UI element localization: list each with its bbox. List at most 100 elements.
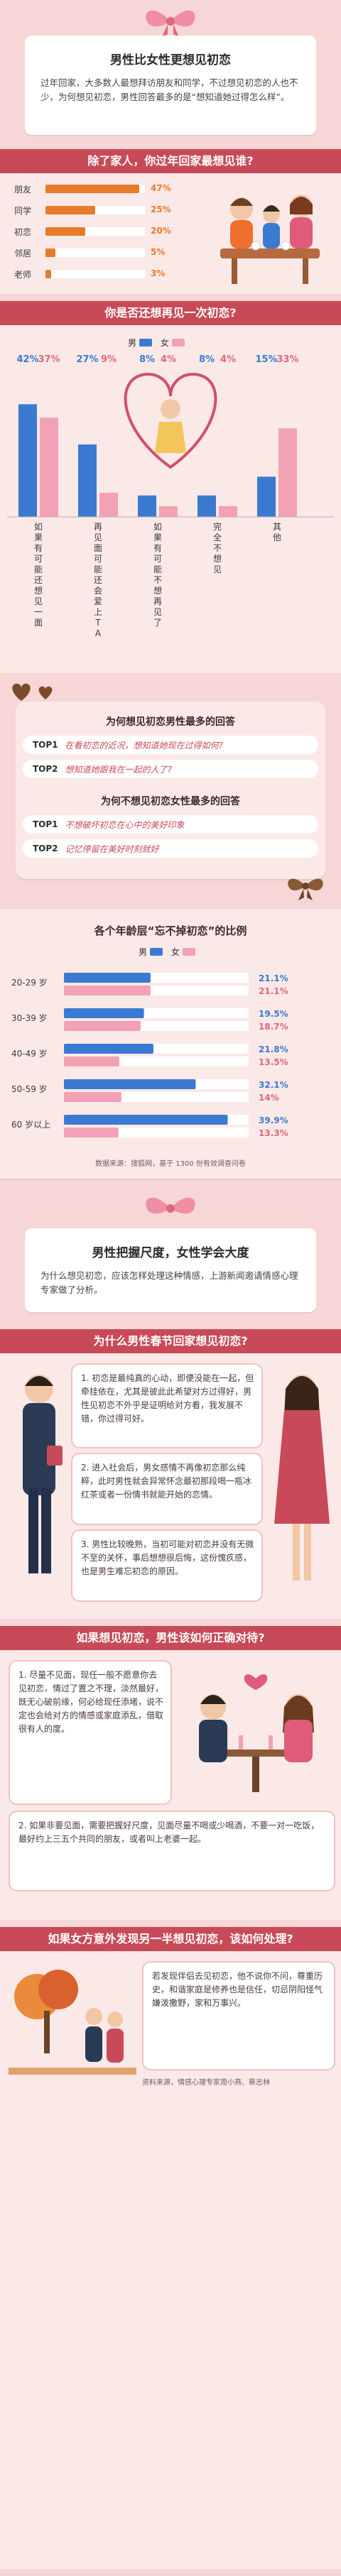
bow-icon [288,878,323,900]
age-value-male: 21.1% [259,973,288,983]
q1-row-label: 老师 [14,270,32,280]
reason-tag: TOP2 [33,764,58,774]
q2-category-label: 再 [153,596,162,606]
q2-category-label: 能 [94,564,102,574]
age-bar-male [64,973,151,983]
reason-nosee-top1: TOP1 不想破坏初恋在心中的美好印象 [23,815,318,834]
q1-row-bar [45,227,85,236]
q1-row-label: 邻居 [14,249,32,258]
bow-ribbon-icon [146,1197,195,1214]
reason-text: 想知道她跟我在一起的人了? [65,764,172,775]
wife-title: 如果女方意外发现另一半想见初恋，该如何处理? [0,1927,341,1951]
reasons-card: 为何想见初恋男性最多的回答 TOP1 在看初恋的近况，想知道她现在过得如何? T… [16,702,325,879]
reason-see-top2: TOP2 想知道她跟我在一起的人了? [23,760,318,778]
age-value-female: 14% [259,1093,279,1103]
legend-male-swatch [139,339,153,346]
q2-category-label: 见 [153,607,162,617]
q2-bar-female [159,506,178,517]
reason-see-top1: TOP1 在看初恋的近况，想知道她现在过得如何? [23,736,318,754]
q2-bar-male [138,495,156,517]
intro-card: 男性比女性更想见初恋 过年回家，大多数人最想拜访朋友和同学，不过想见初恋的人也不… [25,36,316,135]
q2-category-label: 如 [34,521,43,532]
q1-row-value: 47% [151,183,171,193]
q1-row-label: 初恋 [14,227,32,237]
age-chart-source: 数据来源：搜狐网，基于 1300 份有效调查问卷 [95,1160,246,1168]
age-value-female: 18.7% [259,1022,288,1032]
q2-legend: 男 女 [128,337,190,349]
q2-category-label: 有 [153,543,162,553]
q2-category-label: 有 [34,543,43,553]
age-chart: 20-29 岁 21.1% 21.1% 30-39 岁 19.5% 18.7% 40-49 … [11,973,288,1138]
age-value-female: 13.5% [259,1057,288,1067]
q2-category-label: 上 [94,607,102,617]
why-panel: 1. 初恋是最纯真的心动，即便没能在一起，但牵挂依在，尤其是彼此此希望对方过得好… [0,1353,341,1619]
age-category-label: 40-49 岁 [11,1048,48,1059]
legend-female-swatch [182,948,195,956]
q2-value-female: 33% [276,354,298,365]
q2-value-male: 27% [76,354,98,365]
why-point-2: 2. 进入社会后，男女感情不再像初恋那么纯粹，此时男性就会异常怀念最初那段喝一瓶… [71,1453,263,1525]
wife-source: 资料来源，情感心理专家周小燕、蔡志林 [142,2079,270,2087]
reasons-see-title: 为何想见初恋男性最多的回答 [106,716,235,728]
q2-value-female: 4% [220,354,236,365]
reason-tag: TOP1 [33,819,58,829]
age-chart-title: 各个年龄层“忘不掉初恋”的比例 [94,924,247,937]
how-point-1-text: 1. 尽量不见面，现任一般不愿意你去见初恋，情过了置之不理，淡然最好，既无心破前… [18,1670,164,1734]
age-category-label: 30-39 岁 [11,1013,48,1023]
age-category-label: 20-29 岁 [11,977,48,988]
q2-bar-male [18,404,37,517]
q2-bar-male [78,444,97,517]
reason-text: 在看初恋的近况，想知道她现在过得如何? [65,740,223,751]
q2-category-label: 一 [34,607,43,617]
q2-category-label: 见 [213,564,222,574]
q1-row-value: 20% [151,226,171,236]
man-illustration [23,1375,63,1573]
age-bar-female [64,1021,141,1031]
q2-value-male: 15% [255,354,277,365]
q2-category-label: T [94,618,101,628]
why-point-3-text: 3. 男性比较晚熟，当初可能对初恋并没有无微不至的关怀，事后想想很后悔，这份愧疚… [81,1539,254,1576]
why-point-3: 3. 男性比较晚熟，当初可能对初恋并没有无微不至的关怀，事后想想很后悔，这份愧疚… [71,1529,263,1602]
bow-ribbon-icon [146,10,195,37]
q2-value-female: 4% [161,354,176,365]
woman-illustration [274,1375,330,1581]
age-bar-female [64,986,151,995]
q2-category-label: A [95,628,102,638]
age-value-female: 13.3% [259,1128,288,1138]
why-point-2-text: 2. 进入社会后，男女感情不再像初恋那么纯粹，此时男性就会异常怀念最初那段喝一瓶… [81,1463,252,1500]
q2-value-female: 37% [38,354,60,365]
age-bar-male [64,1008,144,1018]
q2-category-label: 可 [34,554,43,564]
how-point-1: 1. 尽量不见面，现任一般不愿意你去见初恋，情过了置之不理，淡然最好，既无心破前… [9,1660,172,1805]
legend-male-label: 男 [139,947,148,957]
q2-bar-male [197,495,216,517]
q2-category-label: 其 [273,522,281,532]
legend-male-label: 男 [128,338,137,348]
q2-category-label: 见 [34,596,43,606]
q2-category-label: 不 [153,575,162,585]
how-panel: 1. 尽量不见面，现任一般不愿意你去见初恋，情过了置之不理，淡然最好，既无心破前… [0,1650,341,1920]
girl-head-icon [161,399,180,419]
q1-row-value: 5% [151,247,166,257]
q2-category-label: 面 [94,543,102,553]
q2-category-label: 果 [34,533,43,542]
heart-frame-icon [124,373,217,469]
reason-nosee-top2: TOP2 记忆停留在美好时刻就好 [23,839,318,858]
family-dinner-illustration [220,195,320,284]
q2-bar-female [219,506,237,517]
q2-bar-female [278,428,297,517]
section2-card: 男性把握尺度，女性学会大度 为什么想见初恋，应该怎样处理这种情感，上游新闻邀请情… [25,1228,316,1312]
autumn-couple-illustration [9,1970,136,2075]
q2-category-label: 爱 [94,596,102,606]
q2-bar-male [257,476,276,517]
q2-bar-female [40,417,58,517]
age-bar-male [64,1115,228,1125]
q1-row-bar [45,206,95,214]
q1-row-bar [45,249,55,257]
couple-dining-illustration [199,1674,314,1792]
q1-row-label: 同学 [14,206,32,216]
q1-row-bar [45,270,52,278]
reason-text: 不想破坏初恋在心中的美好印象 [65,819,185,830]
how-point-2: 2. 如果非要见面，需要把握好尺度，见面尽量不喝或少喝酒，不要一对一吃饭，最好约… [9,1811,335,1892]
